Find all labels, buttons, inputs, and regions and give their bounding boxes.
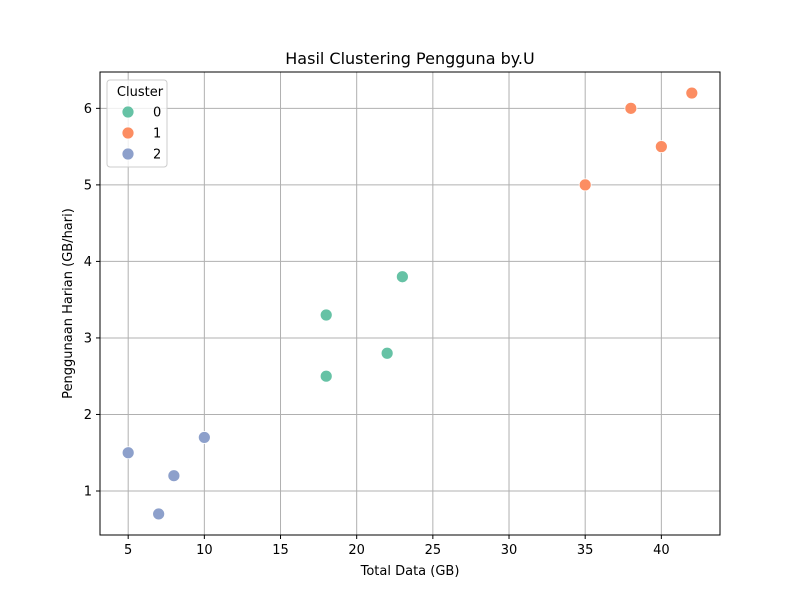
cluster-1-point [654, 140, 668, 154]
y-tick-label: 2 [84, 408, 92, 423]
legend-label-cluster-0: 0 [153, 106, 161, 121]
x-tick-label: 35 [577, 543, 594, 558]
cluster-2-point [121, 446, 135, 460]
y-tick-label: 3 [84, 331, 92, 346]
legend-box [106, 79, 168, 168]
x-tick-label: 5 [124, 543, 132, 558]
x-axis-label: Total Data (GB) [360, 564, 460, 579]
legend-marker-cluster-0 [121, 105, 135, 119]
legend-title: Cluster [117, 85, 164, 100]
cluster-2-point [152, 507, 166, 521]
legend-label-cluster-1: 1 [153, 127, 161, 142]
x-tick-label: 10 [196, 543, 213, 558]
x-tick-label: 40 [653, 543, 670, 558]
chart-title: Hasil Clustering Pengguna by.U [285, 49, 534, 68]
legend-marker-cluster-2 [121, 147, 135, 161]
cluster-1-point [685, 86, 699, 100]
cluster-0-point [380, 346, 394, 360]
cluster-1-point [624, 101, 638, 115]
cluster-2-point [167, 469, 181, 483]
x-tick-label: 20 [348, 543, 365, 558]
cluster-0-point [395, 270, 409, 284]
y-tick-label: 4 [84, 255, 92, 270]
cluster-2-point [197, 431, 211, 444]
y-tick-label: 6 [84, 102, 92, 117]
cluster-1-point [578, 178, 592, 192]
legend: Cluster 0 1 2 [106, 79, 168, 168]
cluster-0-point [319, 308, 333, 322]
plot-area-frame [99, 71, 721, 536]
x-tick-label: 30 [501, 543, 518, 558]
legend-marker-cluster-1 [121, 126, 135, 140]
legend-label-cluster-2: 2 [153, 148, 161, 163]
x-tick-label: 25 [425, 543, 442, 558]
y-tick-label: 1 [84, 484, 92, 499]
cluster-0-point [319, 369, 333, 383]
y-axis-label: Penggunaan Harian (GB/hari) [61, 208, 76, 399]
y-tick-label: 5 [84, 178, 92, 193]
data-points [121, 86, 699, 521]
x-tick-label: 15 [272, 543, 289, 558]
